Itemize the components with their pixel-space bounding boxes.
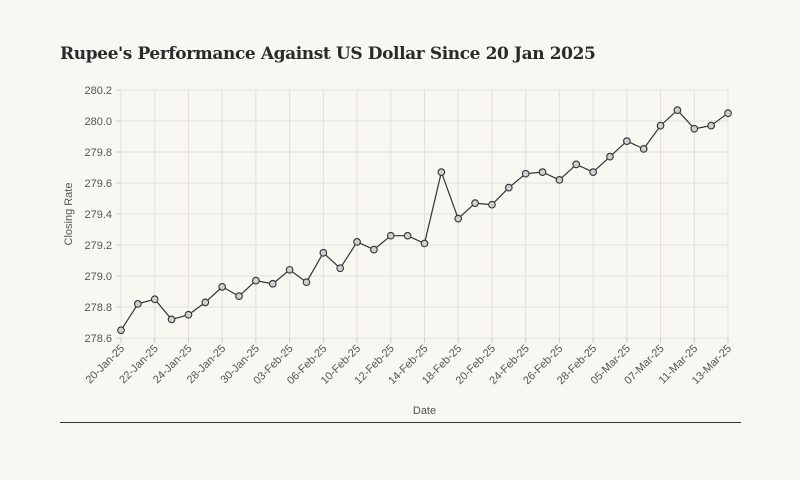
y-tick-label: 279.4 [84,209,112,221]
data-point [437,168,446,176]
x-axis-ticks: 20-Jan-2522-Jan-2524-Jan-2528-Jan-2530-J… [84,343,735,387]
data-point [386,231,395,240]
y-tick-label: 280.0 [84,116,112,128]
data-point [504,183,513,192]
data-point [420,239,429,248]
data-point [471,199,479,207]
data-point [454,214,463,223]
x-axis-label: Date [413,405,436,417]
y-tick-label: 279.8 [84,147,112,159]
data-point [403,231,412,240]
data-point [488,200,496,209]
data-point [353,238,361,246]
data-point [302,278,311,287]
data-point [218,283,227,291]
data-point [572,160,581,169]
data-point [606,152,614,161]
data-point [656,121,665,130]
data-point [201,298,210,307]
y-axis-ticks: 278.6 278.8 279.0 279.2 279.4 279.6 279.8 280.0… [84,85,112,345]
data-point [707,121,715,130]
data-point [724,109,732,118]
data-point [538,168,547,176]
grid [116,89,729,343]
data-point [268,279,277,288]
data-point [150,295,159,304]
data-point [252,276,260,285]
y-tick-label: 278.8 [84,302,112,314]
data-point [370,245,378,254]
y-tick-label: 280.2 [84,85,112,97]
data-point [319,248,328,257]
data-point [134,300,142,308]
data-point [167,315,176,324]
data-point [555,176,564,184]
data-point [690,124,699,133]
data-point [589,168,597,176]
data-point [184,310,193,319]
data-point [235,292,243,301]
data-point [285,265,294,274]
data-points [117,106,732,335]
data-point [639,145,648,153]
y-tick-label: 279.0 [84,271,112,283]
data-point [622,137,631,145]
data-point [336,264,345,273]
data-point [117,326,125,335]
chart-title: Rupee's Performance Against US Dollar Si… [60,44,596,64]
y-tick-label: 279.2 [84,240,112,252]
y-tick-label: 279.6 [84,178,112,190]
y-tick-label: 278.6 [84,333,112,345]
data-point [521,169,530,178]
bottom-rule [60,422,741,423]
data-point [673,106,682,114]
y-axis-label: Closing Rate [63,183,75,246]
